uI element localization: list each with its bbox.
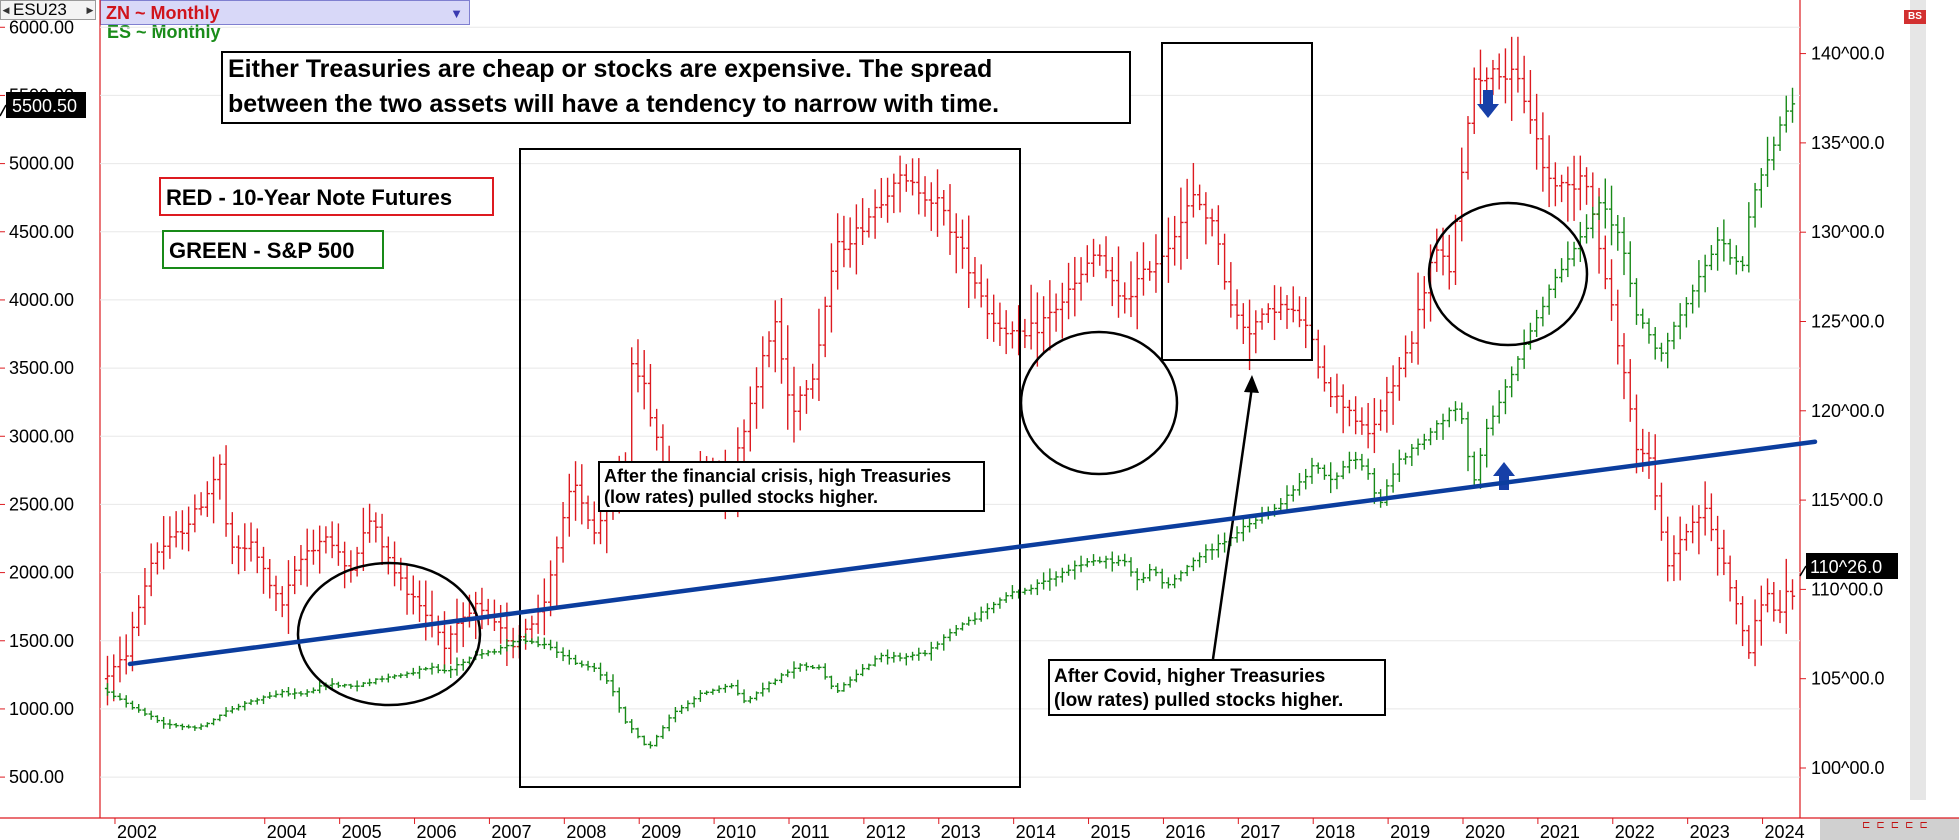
x-tick-label: 2006: [417, 822, 457, 840]
legend-es-box: [162, 230, 384, 269]
right-last-price-badge: [1806, 553, 1898, 579]
symbol-label: ESU23: [13, 0, 67, 19]
left-last-price: 5500.50: [12, 96, 77, 116]
ellipse-future: [1427, 201, 1589, 347]
covid-note-box: [1048, 659, 1386, 716]
x-tick-label: 2020: [1465, 822, 1505, 840]
x-tick-label: 2017: [1240, 822, 1280, 840]
x-tick-label: 2013: [941, 822, 981, 840]
x-tick-label: 2022: [1615, 822, 1655, 840]
x-tick-label: 2018: [1315, 822, 1355, 840]
x-tick-label: 2023: [1690, 822, 1730, 840]
x-tick-label: 2008: [566, 822, 606, 840]
covid-note-line-1: After Covid, higher Treasuries: [1054, 666, 1325, 687]
x-tick-label: 2005: [342, 822, 382, 840]
ellipse-2018: [1019, 330, 1179, 476]
covid-arrow-line: [1211, 386, 1254, 660]
left-tick-label: 3500.00: [9, 358, 74, 378]
trend-line-segment: [127, 439, 1818, 667]
left-tick-label: 4000.00: [9, 290, 74, 310]
headline-line-1: Either Treasuries are cheap or stocks ar…: [228, 55, 992, 83]
bs-icon[interactable]: BS: [1904, 10, 1926, 24]
headline-line-2: between the two assets will have a tende…: [228, 90, 999, 118]
x-tick-label: 2021: [1540, 822, 1580, 840]
legend-zn-box: [159, 177, 494, 216]
right-tick-label: 140^00.0: [1811, 44, 1885, 64]
horizontal-scrollbar[interactable]: [1820, 818, 1959, 840]
left-last-price-badge: [6, 92, 86, 118]
left-tick-label: 2000.00: [9, 563, 74, 583]
legend-es-label: GREEN - S&P 500: [169, 238, 354, 263]
legend-zn-label: RED - 10-Year Note Futures: [166, 185, 452, 210]
primary-study-select[interactable]: ZN ~ Monthly ▼: [100, 0, 470, 25]
financial-crisis-rect: [519, 148, 1021, 788]
x-tick-label: 2019: [1390, 822, 1430, 840]
primary-study-label: ZN ~ Monthly: [106, 3, 220, 23]
prev-symbol-icon[interactable]: ◀: [2, 5, 10, 15]
right-tick-label: 110^00.0: [1811, 579, 1883, 599]
left-tick-label: 1000.00: [9, 699, 74, 719]
right-tick-label: 115^00.0: [1811, 490, 1883, 510]
x-tick-label: 2002: [117, 822, 157, 840]
annotation-layer: Either Treasuries are cheap or stocks ar…: [159, 42, 1589, 788]
right-last-price: 110^26.0: [1810, 557, 1882, 577]
right-axis: 140^00.0 135^00.0 130^00.0 125^00.0 120^00.0…: [1800, 44, 1885, 778]
crisis-note-line-2: (low rates) pulled stocks higher.: [604, 487, 878, 507]
left-axis: 6000.005500.005000.004500.004000.003500.…: [0, 17, 74, 787]
series-zn: [104, 36, 1796, 706]
right-tick-label: 125^00.0: [1811, 311, 1885, 331]
right-tick-label: 130^00.0: [1811, 222, 1885, 242]
ellipse-2006: [296, 561, 482, 707]
arrow-down-icon: [1477, 90, 1499, 118]
left-tick-label: 3000.00: [9, 426, 74, 446]
symbol-box[interactable]: ◀ ESU23 ▶: [0, 0, 96, 20]
x-tick-label: 2011: [791, 822, 830, 840]
x-tick-label: 2012: [866, 822, 906, 840]
x-tick-label: 2014: [1016, 822, 1056, 840]
x-tick-label: 2004: [267, 822, 307, 840]
trend-line: [127, 439, 1818, 667]
x-tick-label: 2007: [491, 822, 531, 840]
covid-note-line-2: (low rates) pulled stocks higher.: [1054, 690, 1343, 711]
x-tick-label: 2024: [1765, 822, 1805, 840]
chevron-down-icon[interactable]: ▼: [450, 6, 463, 21]
left-badge-pointer: [0, 104, 7, 117]
crisis-note-box: [598, 461, 985, 512]
x-axis: 2002 2004 2005 2006 2007 2008 2009 2010 2011 2012…: [114, 818, 1805, 840]
x-tick-label: 2016: [1165, 822, 1205, 840]
left-tick-label: 6000.00: [9, 17, 74, 37]
right-tick-label: 100^00.0: [1811, 758, 1885, 778]
price-badges: 5500.50 110^26.0: [0, 92, 1898, 579]
left-tick-label: 1500.00: [9, 631, 74, 651]
crisis-note-line-1: After the financial crisis, high Treasur…: [604, 466, 951, 486]
right-tick-label: 135^00.0: [1811, 133, 1885, 153]
right-tick-label: 120^00.0: [1811, 401, 1885, 421]
x-tick-label: 2009: [641, 822, 681, 840]
right-tick-label: 105^00.0: [1811, 669, 1885, 689]
covid-arrowhead: [1244, 375, 1259, 393]
left-tick-label: 500.00: [9, 767, 64, 787]
nav-icons[interactable]: ⊏⊏⊏⊏⊏: [1862, 820, 1934, 831]
arrow-up-icon: [1493, 462, 1515, 490]
right-badge-pointer: [1799, 565, 1807, 577]
left-tick-label: 5000.00: [9, 154, 74, 174]
x-tick-label: 2010: [716, 822, 756, 840]
left-tick-label: 2500.00: [9, 494, 74, 514]
covid-rect: [1161, 42, 1313, 361]
right-scroll-strip[interactable]: [1910, 0, 1926, 800]
x-tick-label: 2015: [1091, 822, 1131, 840]
headline-box: [221, 51, 1131, 124]
left-tick-label: 4500.00: [9, 222, 74, 242]
next-symbol-icon[interactable]: ▶: [86, 5, 94, 15]
